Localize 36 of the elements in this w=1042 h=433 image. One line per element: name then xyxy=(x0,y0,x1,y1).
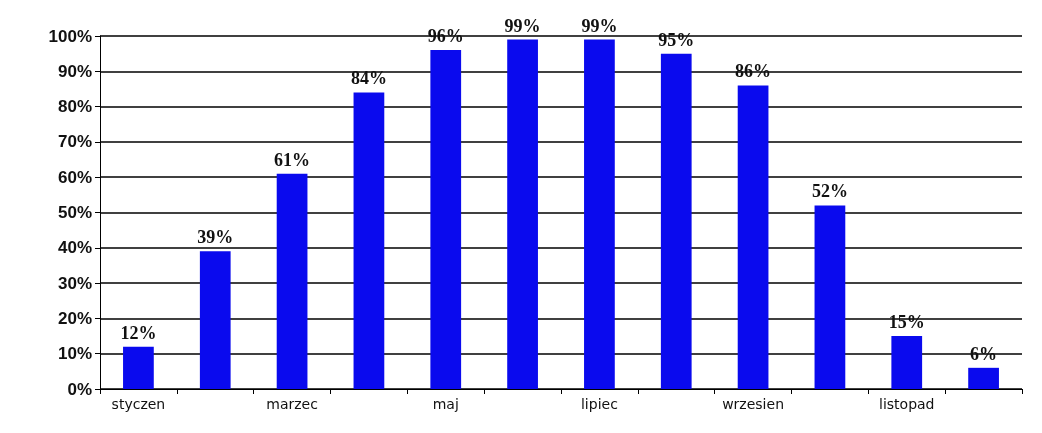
bar xyxy=(968,367,999,389)
data-label: 99% xyxy=(581,15,618,36)
data-label: 84% xyxy=(350,68,387,89)
x-tick-label: styczen xyxy=(111,396,166,412)
bar xyxy=(123,346,154,389)
bar xyxy=(276,173,308,389)
bar xyxy=(660,53,692,389)
bar xyxy=(584,39,615,389)
y-tick-label: 60% xyxy=(57,167,92,187)
y-tick-label: 0% xyxy=(67,379,92,399)
bar xyxy=(353,92,385,389)
x-tick-label: lipiec xyxy=(580,396,618,412)
x-tick-label: wrzesien xyxy=(722,396,785,412)
bar xyxy=(891,336,923,389)
x-tick-label: marzec xyxy=(266,396,318,412)
y-tick-label: 90% xyxy=(57,61,92,81)
data-label: 39% xyxy=(197,227,234,248)
y-tick-label: 80% xyxy=(57,97,92,117)
data-label: 12% xyxy=(120,322,157,343)
y-tick-label: 70% xyxy=(57,132,92,152)
x-tick-label: listopad xyxy=(879,396,935,412)
data-label: 99% xyxy=(504,15,541,36)
bar xyxy=(430,50,462,389)
y-tick-label: 40% xyxy=(57,238,92,258)
data-label: 52% xyxy=(811,181,848,202)
y-tick-label: 30% xyxy=(57,273,92,293)
y-tick-label: 100% xyxy=(48,26,92,46)
y-tick-label: 50% xyxy=(57,203,92,222)
bar xyxy=(814,205,846,389)
data-label: 61% xyxy=(274,149,311,170)
bar xyxy=(199,251,231,389)
y-tick-label: 20% xyxy=(57,308,92,328)
x-tick-label: maj xyxy=(432,396,459,412)
bar xyxy=(737,85,769,389)
y-tick-label: 10% xyxy=(57,344,92,364)
bar xyxy=(507,39,538,389)
